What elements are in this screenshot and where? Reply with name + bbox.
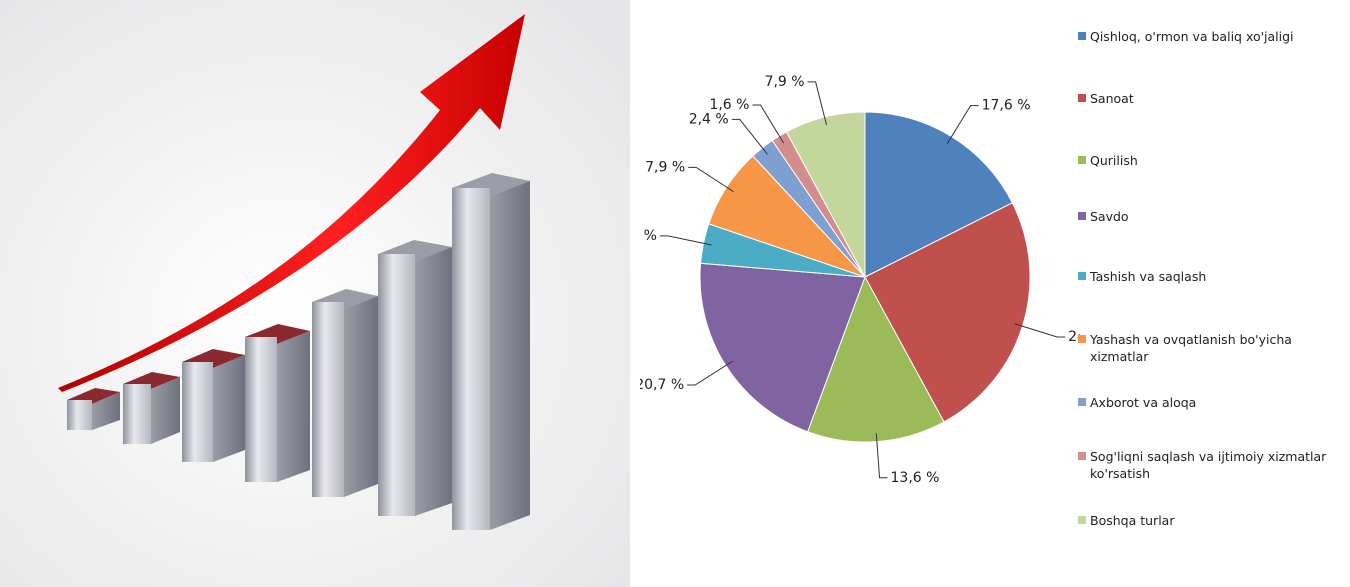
- data-label: 24,5 %: [1068, 329, 1080, 345]
- legend-swatch: [1078, 516, 1086, 524]
- legend-swatch: [1078, 156, 1086, 164]
- legend-label: Qishloq, o'rmon va baliq xo'jaligi: [1090, 29, 1294, 44]
- legend-swatch: [1078, 212, 1086, 220]
- data-label: 1,6 %: [709, 97, 749, 113]
- legend-item: Yashash va ovqatlanish bo'yicha xizmatla…: [1078, 331, 1350, 365]
- data-label: 20,7 %: [640, 377, 684, 393]
- legend-item: Qishloq, o'rmon va baliq xo'jaligi: [1078, 28, 1350, 45]
- red-arrow: [58, 14, 525, 392]
- legend-item: Tashish va saqlash: [1078, 268, 1350, 285]
- legend-item: Boshqa turlar: [1078, 512, 1350, 529]
- leader-line: [1014, 323, 1066, 338]
- legend-label: Yashash va ovqatlanish bo'yicha xizmatla…: [1090, 332, 1292, 364]
- pie-chart: 17,6 % 24,5 % 13,6 % 20,7 % 3,9 % 7,9 % 2,4 %1…: [640, 74, 1080, 486]
- data-label: 17,6 %: [982, 98, 1031, 114]
- leader-line: [659, 235, 712, 246]
- data-label: 7,9 %: [765, 74, 805, 90]
- legend-swatch: [1078, 452, 1086, 460]
- decorative-growth-image: [0, 0, 630, 587]
- legend-item: Sanoat: [1078, 90, 1350, 107]
- leader-line: [946, 105, 979, 144]
- legend-label: Tashish va saqlash: [1090, 269, 1207, 284]
- leader-line: [875, 433, 888, 479]
- data-label: 3,9 %: [640, 228, 657, 244]
- legend-item: Savdo: [1078, 208, 1350, 225]
- legend-label: Qurilish: [1090, 153, 1138, 168]
- legend-label: Sog'liqni saqlash va ijtimoiy xizmatlar …: [1090, 449, 1327, 481]
- legend-swatch: [1078, 272, 1086, 280]
- legend-label: Boshqa turlar: [1090, 513, 1175, 528]
- legend-label: Axborot va aloqa: [1090, 395, 1197, 410]
- leader-line: [687, 360, 734, 386]
- data-label: 7,9 %: [645, 159, 685, 175]
- leader-line: [752, 104, 785, 144]
- leader-line: [731, 118, 768, 155]
- data-label: 2,4 %: [689, 111, 729, 127]
- legend-swatch: [1078, 335, 1086, 343]
- leader-line: [688, 166, 734, 193]
- legend-swatch: [1078, 32, 1086, 40]
- legend-label: Sanoat: [1090, 91, 1134, 106]
- data-label: 13,6 %: [891, 470, 940, 486]
- legend-swatch: [1078, 398, 1086, 406]
- legend-swatch: [1078, 94, 1086, 102]
- legend-label: Savdo: [1090, 209, 1129, 224]
- leader-line: [807, 81, 828, 126]
- legend-item: Qurilish: [1078, 152, 1350, 169]
- legend-item: Axborot va aloqa: [1078, 394, 1350, 411]
- background: [0, 0, 630, 587]
- legend-item: Sog'liqni saqlash va ijtimoiy xizmatlar …: [1078, 448, 1350, 482]
- bars: [67, 173, 530, 530]
